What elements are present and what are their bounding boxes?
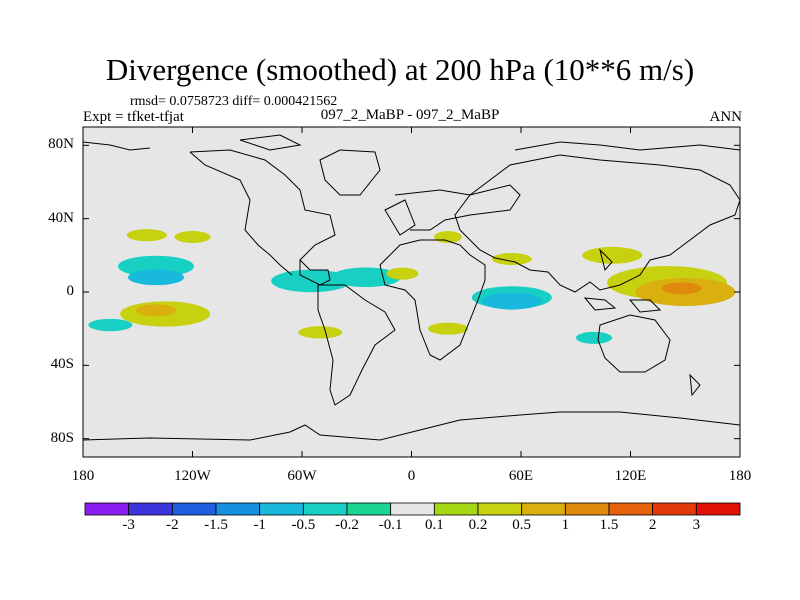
y-tick-label: 40N (48, 209, 74, 226)
colorbar-swatch (695, 502, 741, 516)
colorbar-tick-label: 1 (561, 517, 570, 533)
x-tick-label: 120E (614, 468, 647, 484)
colorbar-tick-label: -0.5 (291, 517, 316, 533)
field-blob (491, 253, 532, 265)
colorbar-swatch (477, 502, 523, 516)
colorbar-tick-label: -2 (166, 517, 179, 533)
y-tick-label: 80N (48, 136, 74, 153)
colorbar-tick-label: -1 (253, 517, 266, 533)
x-tick-label: 60E (508, 468, 534, 484)
colorbar-swatch (84, 502, 130, 516)
colorbar-swatch (564, 502, 610, 516)
colorbar-tick-label: -3 (122, 517, 135, 533)
colorbar-tick-label: 0.5 (512, 517, 532, 533)
x-tick-label: 180 (71, 468, 95, 484)
colorbar-swatch (521, 502, 566, 516)
field-blob (126, 229, 167, 242)
colorbar-tick-label: -0.2 (335, 517, 359, 533)
colorbar-tick-label: -1.5 (204, 517, 228, 533)
colorbar (84, 502, 741, 516)
field-blob (386, 267, 419, 280)
y-tick-label: 40S (50, 356, 74, 373)
field-blob (88, 318, 133, 332)
colorbar-swatch (346, 502, 392, 516)
x-tick-label: 0 (407, 468, 416, 484)
colorbar-swatch (652, 502, 697, 516)
colorbar-swatch (433, 502, 479, 516)
field-blob (582, 246, 643, 264)
colorbar-swatch (302, 502, 348, 516)
x-tick-label: 180 (728, 468, 752, 484)
x-tick-label: 120W (174, 468, 211, 484)
colorbar-swatch (128, 502, 173, 516)
stats-label: rmsd= 0.0758723 diff= 0.000421562 (130, 94, 338, 109)
colorbar-swatch (390, 502, 435, 516)
colorbar-tick-label: 0.1 (424, 517, 444, 533)
colorbar-swatch (215, 502, 261, 516)
field-blob (661, 282, 702, 295)
colorbar-swatch (608, 502, 654, 516)
colorbar-swatch (171, 502, 217, 516)
colorbar-tick-label: 1.5 (599, 517, 619, 533)
axis-ticks (82, 127, 741, 457)
field-blob (330, 267, 401, 288)
field-blob (298, 326, 343, 339)
y-tick-label: 80S (50, 429, 74, 446)
field-blob (128, 269, 184, 286)
season-label: ANN (709, 109, 743, 125)
colorbar-tick-label: -0.1 (378, 517, 403, 533)
experiment-label: Expt = tfket-tfjat (83, 109, 184, 125)
chart-title: Divergence (smoothed) at 200 hPa (10**6 … (105, 52, 695, 87)
colorbar-swatch (259, 502, 304, 516)
coastlines (83, 134, 740, 441)
x-tick-label: 60W (287, 468, 317, 484)
colorbar-tick-label: 0.2 (468, 517, 488, 533)
field-blob (428, 322, 468, 335)
field-blob (136, 304, 176, 317)
y-tick-label: 0 (66, 283, 75, 299)
colorbar-tick-label: 2 (648, 517, 657, 533)
field-blob (481, 292, 542, 310)
field-blob (576, 331, 612, 344)
colorbar-tick-label: 3 (692, 517, 701, 533)
case-label: 097_2_MaBP - 097_2_MaBP (320, 107, 500, 123)
field-blob (174, 231, 211, 243)
